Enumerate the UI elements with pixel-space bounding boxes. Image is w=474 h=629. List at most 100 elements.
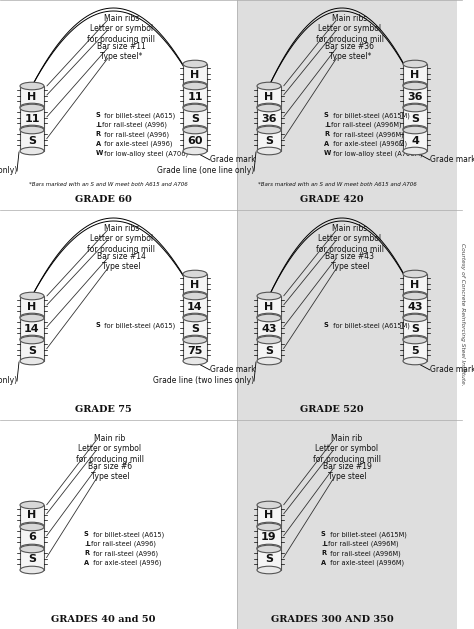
- Ellipse shape: [403, 82, 427, 90]
- Ellipse shape: [257, 125, 281, 133]
- Bar: [183, 64, 207, 85]
- Text: for rail-steel (A996M): for rail-steel (A996M): [328, 550, 401, 557]
- Text: Type steel*: Type steel*: [329, 52, 371, 61]
- Ellipse shape: [20, 523, 44, 531]
- Ellipse shape: [20, 545, 44, 553]
- Ellipse shape: [257, 357, 281, 365]
- Ellipse shape: [257, 314, 281, 322]
- Bar: [403, 130, 427, 151]
- Text: A: A: [321, 560, 326, 566]
- Text: S: S: [191, 113, 199, 123]
- Text: GRADE 520: GRADE 520: [300, 406, 364, 415]
- Text: S: S: [324, 323, 329, 328]
- Text: for billet-steel (A615M): for billet-steel (A615M): [331, 323, 410, 329]
- Bar: [403, 318, 427, 339]
- Ellipse shape: [257, 126, 281, 134]
- Text: W: W: [95, 150, 103, 157]
- Ellipse shape: [183, 126, 207, 134]
- Text: Main ribs: Main ribs: [332, 14, 368, 23]
- Ellipse shape: [403, 357, 427, 365]
- Ellipse shape: [20, 147, 44, 155]
- Bar: [20, 505, 44, 526]
- Text: S: S: [324, 113, 329, 118]
- Bar: [183, 130, 207, 151]
- Text: Type steel*: Type steel*: [100, 52, 143, 61]
- Text: S: S: [411, 323, 419, 333]
- Text: S: S: [28, 135, 36, 145]
- Ellipse shape: [20, 104, 44, 112]
- Text: Courtesy of Concrete Reinforcing Steel Institute.: Courtesy of Concrete Reinforcing Steel I…: [461, 243, 465, 386]
- Text: .L: .L: [324, 122, 331, 128]
- Text: for rail-steel (A996M): for rail-steel (A996M): [328, 541, 399, 547]
- Text: for axle-steel (A996M): for axle-steel (A996M): [328, 560, 404, 566]
- Text: Letter or symbol
for producing mill: Letter or symbol for producing mill: [88, 234, 155, 254]
- Text: Bar size #19: Bar size #19: [323, 462, 372, 471]
- Text: GRADE 60: GRADE 60: [75, 196, 132, 204]
- Ellipse shape: [183, 81, 207, 89]
- Ellipse shape: [257, 82, 281, 90]
- Text: for rail-steel (A996M): for rail-steel (A996M): [331, 131, 404, 138]
- Bar: [20, 527, 44, 548]
- Ellipse shape: [183, 313, 207, 321]
- Text: Grade line (one line only): Grade line (one line only): [157, 166, 254, 175]
- Text: .L: .L: [84, 541, 91, 547]
- Ellipse shape: [183, 314, 207, 322]
- Text: Letter or symbol
for producing mill: Letter or symbol for producing mill: [76, 444, 144, 464]
- Bar: [403, 340, 427, 361]
- Bar: [183, 108, 207, 129]
- Text: S: S: [28, 345, 36, 355]
- Ellipse shape: [183, 357, 207, 365]
- Text: GRADE 420: GRADE 420: [300, 196, 364, 204]
- Ellipse shape: [403, 292, 427, 300]
- Bar: [20, 130, 44, 151]
- Text: 60: 60: [187, 135, 203, 145]
- Text: GRADES 300 AND 350: GRADES 300 AND 350: [271, 615, 393, 623]
- Text: H: H: [410, 279, 419, 289]
- Text: Grade mark: Grade mark: [430, 155, 474, 164]
- Bar: [20, 108, 44, 129]
- Bar: [257, 549, 281, 570]
- Text: Main rib: Main rib: [331, 434, 363, 443]
- Ellipse shape: [403, 125, 427, 133]
- Ellipse shape: [403, 147, 427, 155]
- Ellipse shape: [257, 545, 281, 553]
- Text: S: S: [321, 532, 326, 537]
- Ellipse shape: [257, 544, 281, 552]
- Text: H: H: [27, 91, 36, 101]
- Text: W: W: [324, 150, 331, 157]
- Text: Letter or symbol
for producing mill: Letter or symbol for producing mill: [88, 24, 155, 44]
- Text: A: A: [84, 560, 89, 566]
- Text: 36: 36: [261, 113, 277, 123]
- Ellipse shape: [20, 125, 44, 133]
- Ellipse shape: [257, 147, 281, 155]
- Text: 6: 6: [28, 533, 36, 542]
- Text: Main rib: Main rib: [94, 434, 126, 443]
- Text: *Bars marked with an S and W meet both A615 and A706: *Bars marked with an S and W meet both A…: [29, 182, 188, 187]
- Text: R: R: [324, 131, 329, 137]
- Ellipse shape: [183, 82, 207, 90]
- Text: for rail-steel (A996): for rail-steel (A996): [102, 131, 170, 138]
- Ellipse shape: [183, 147, 207, 155]
- Text: Grade line (two lines only): Grade line (two lines only): [153, 376, 254, 385]
- Ellipse shape: [257, 501, 281, 509]
- Text: for billet-steel (A615): for billet-steel (A615): [91, 532, 164, 538]
- Ellipse shape: [257, 292, 281, 300]
- Bar: [20, 296, 44, 317]
- Bar: [257, 340, 281, 361]
- Text: 11: 11: [187, 91, 203, 101]
- Ellipse shape: [403, 337, 427, 344]
- Text: H: H: [264, 301, 273, 311]
- Ellipse shape: [183, 125, 207, 133]
- Text: 43: 43: [407, 301, 423, 311]
- Bar: [20, 318, 44, 339]
- Text: S: S: [265, 345, 273, 355]
- Ellipse shape: [20, 357, 44, 365]
- Text: for rail-steel (A996M): for rail-steel (A996M): [331, 122, 401, 128]
- Ellipse shape: [257, 313, 281, 321]
- Text: for rail-steel (A996): for rail-steel (A996): [91, 550, 158, 557]
- Bar: [183, 340, 207, 361]
- Bar: [183, 86, 207, 107]
- Bar: [403, 274, 427, 295]
- Ellipse shape: [20, 522, 44, 530]
- Text: for rail-steel (A996): for rail-steel (A996): [91, 541, 156, 547]
